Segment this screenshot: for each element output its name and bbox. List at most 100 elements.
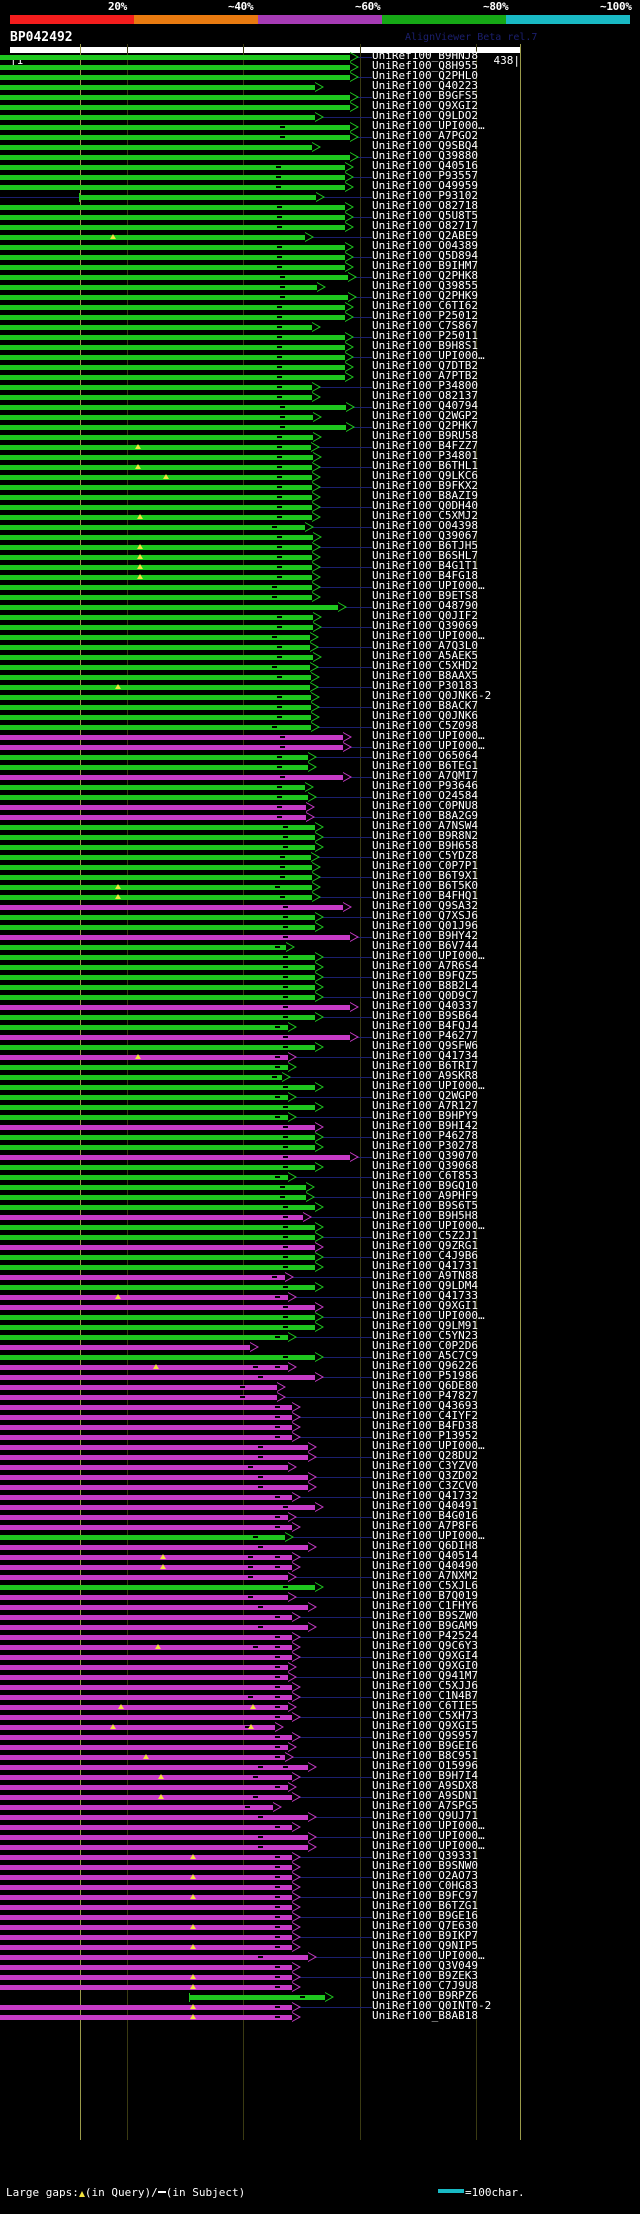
alignment-row[interactable]: UniRef100_O48790 <box>0 600 640 612</box>
alignment-row[interactable]: UniRef100_C5Z2J1 <box>0 1230 640 1242</box>
hit-accession-label[interactable]: UniRef100_C6T853 <box>372 1169 478 1182</box>
hsp-bar[interactable] <box>0 585 312 590</box>
hsp-bar[interactable] <box>0 135 350 140</box>
hsp-bar[interactable] <box>0 115 315 120</box>
hsp-bar[interactable] <box>0 1615 292 1620</box>
hit-accession-label[interactable]: UniRef100_Q40223 <box>372 79 478 92</box>
hsp-bar[interactable] <box>0 315 345 320</box>
alignment-row[interactable]: UniRef100_B9HY42 <box>0 930 640 942</box>
hit-accession-label[interactable]: UniRef100_Q3ZD02 <box>372 1469 478 1482</box>
alignment-row[interactable]: UniRef100_Q7XSJ6 <box>0 910 640 922</box>
hit-accession-label[interactable]: UniRef100_A7NSW4 <box>372 819 478 832</box>
hsp-bar[interactable] <box>0 285 317 290</box>
hsp-bar[interactable] <box>0 1965 292 1970</box>
alignment-row[interactable]: UniRef100_P25012 <box>0 310 640 322</box>
hsp-bar[interactable] <box>0 1095 288 1100</box>
alignment-row[interactable]: UniRef100_UPI000… <box>0 740 640 752</box>
alignment-row[interactable]: UniRef100_B9HPY9 <box>0 1109 640 1122</box>
hsp-bar[interactable] <box>0 1425 292 1430</box>
alignment-row[interactable]: UniRef100_B8AB18 <box>0 2010 640 2022</box>
hsp-bar[interactable] <box>0 975 315 980</box>
hit-accession-label[interactable]: UniRef100_B9H5H8 <box>372 1209 478 1222</box>
hit-accession-label[interactable]: UniRef100_C5XJJ6 <box>372 1679 478 1692</box>
alignment-row[interactable]: UniRef100_P25011 <box>0 330 640 342</box>
hsp-bar[interactable] <box>0 1045 315 1050</box>
hsp-bar[interactable] <box>0 125 350 130</box>
hit-accession-label[interactable]: UniRef100_UPI000… <box>372 1309 485 1322</box>
hit-accession-label[interactable]: UniRef100_P46278 <box>372 1129 478 1142</box>
alignment-row[interactable]: UniRef100_P34801 <box>0 449 640 462</box>
alignment-row[interactable]: UniRef100_Q2PHK9 <box>0 290 640 302</box>
hsp-bar[interactable] <box>0 1055 288 1060</box>
hit-accession-label[interactable]: UniRef100_Q41734 <box>372 1049 478 1062</box>
hsp-bar[interactable] <box>0 645 310 650</box>
alignment-row[interactable]: UniRef100_C3YZV0 <box>0 1460 640 1472</box>
alignment-row[interactable]: UniRef100_B9RPZ6 <box>0 1990 640 2002</box>
alignment-row[interactable]: UniRef100_B9FQZ5 <box>0 970 640 982</box>
hit-accession-label[interactable]: UniRef100_C0P7P1 <box>372 859 478 872</box>
hit-accession-label[interactable]: UniRef100_C7J9U8 <box>372 1979 478 1992</box>
alignment-row[interactable]: UniRef100_B8C951 <box>0 1750 640 1762</box>
alignment-row[interactable]: UniRef100_C5XMJ2 <box>0 510 640 522</box>
hsp-bar[interactable] <box>0 95 350 100</box>
alignment-row[interactable]: UniRef100_Q0D9C7 <box>0 990 640 1002</box>
alignment-row[interactable]: UniRef100_Q9XGI1 <box>0 1300 640 1312</box>
hit-accession-label[interactable]: UniRef100_P13952 <box>372 1429 478 1442</box>
hsp-bar[interactable] <box>0 1325 315 1330</box>
hit-accession-label[interactable]: UniRef100_B9IHM7 <box>372 259 478 272</box>
hit-accession-label[interactable]: UniRef100_Q39069 <box>372 619 478 632</box>
alignment-row[interactable]: UniRef100_A7PTB2 <box>0 370 640 382</box>
alignment-row[interactable]: UniRef100_UPI000… <box>0 1440 640 1452</box>
alignment-row[interactable]: UniRef100_B9GEI6 <box>0 1740 640 1752</box>
hsp-bar[interactable] <box>0 935 350 940</box>
hsp-bar[interactable] <box>0 1825 292 1830</box>
alignment-row[interactable]: UniRef100_Q9XGI4 <box>0 1650 640 1662</box>
alignment-row[interactable]: UniRef100_Q9SFW6 <box>0 1040 640 1052</box>
alignment-row[interactable]: UniRef100_P42524 <box>0 1630 640 1642</box>
alignment-row[interactable]: UniRef100_B6THL1 <box>0 460 640 472</box>
hit-accession-label[interactable]: UniRef100_B9HPY9 <box>372 1109 478 1122</box>
alignment-row[interactable]: UniRef100_A9SDX8 <box>0 1780 640 1792</box>
hsp-bar[interactable] <box>0 955 315 960</box>
hsp-bar[interactable] <box>0 185 345 190</box>
hsp-bar[interactable] <box>0 1245 315 1250</box>
hsp-bar[interactable] <box>0 1665 288 1670</box>
hit-accession-label[interactable]: UniRef100_A5C7C9 <box>372 1349 478 1362</box>
hit-accession-label[interactable]: UniRef100_Q941M7 <box>372 1669 478 1682</box>
alignment-row[interactable]: UniRef100_Q2WGP2 <box>0 410 640 422</box>
hit-accession-label[interactable]: UniRef100_Q28DU2 <box>372 1449 478 1462</box>
alignment-row[interactable]: UniRef100_C6TI62 <box>0 300 640 312</box>
hsp-bar[interactable] <box>0 1675 288 1680</box>
hit-accession-label[interactable]: UniRef100_P30183 <box>372 679 478 692</box>
hit-accession-label[interactable]: UniRef100_O65064 <box>372 749 478 762</box>
hsp-bar[interactable] <box>0 845 315 850</box>
hit-accession-label[interactable]: UniRef100_UPI000… <box>372 1819 485 1832</box>
hsp-bar[interactable] <box>0 735 343 740</box>
alignment-row[interactable]: UniRef100_P34800 <box>0 380 640 392</box>
alignment-row[interactable]: UniRef100_Q9XGI2 <box>0 100 640 112</box>
hit-accession-label[interactable]: UniRef100_B6TEG1 <box>372 759 478 772</box>
hsp-bar[interactable] <box>0 915 315 920</box>
hit-accession-label[interactable]: UniRef100_A7R6S4 <box>372 959 478 972</box>
hit-accession-label[interactable]: UniRef100_B9H658 <box>372 839 478 852</box>
hsp-bar[interactable] <box>0 1985 292 1990</box>
hsp-bar[interactable] <box>0 1795 292 1800</box>
hit-accession-label[interactable]: UniRef100_P34801 <box>372 449 478 462</box>
hit-accession-label[interactable]: UniRef100_Q39068 <box>372 1159 478 1172</box>
alignment-row[interactable]: UniRef100_O24584 <box>0 790 640 802</box>
alignment-row[interactable]: UniRef100_Q9XGI5 <box>0 1720 640 1732</box>
alignment-row[interactable]: UniRef100_A7P8F6 <box>0 1520 640 1532</box>
alignment-row[interactable]: UniRef100_B9SB64 <box>0 1010 640 1022</box>
hsp-bar[interactable] <box>0 1105 315 1110</box>
hsp-bar[interactable] <box>0 275 348 280</box>
hsp-bar[interactable] <box>0 1575 288 1580</box>
hsp-bar[interactable] <box>0 305 345 310</box>
alignment-row[interactable]: UniRef100_B9GE16 <box>0 1910 640 1922</box>
hit-accession-label[interactable]: UniRef100_Q7DTB2 <box>372 359 478 372</box>
hit-accession-label[interactable]: UniRef100_Q7E630 <box>372 1919 478 1932</box>
hsp-bar[interactable] <box>0 145 312 150</box>
alignment-row[interactable]: UniRef100_A7NSW4 <box>0 819 640 832</box>
hsp-bar[interactable] <box>0 1925 292 1930</box>
alignment-row[interactable]: UniRef100_C5XHD2 <box>0 660 640 672</box>
hit-accession-label[interactable]: UniRef100_Q9UJ71 <box>372 1809 478 1822</box>
